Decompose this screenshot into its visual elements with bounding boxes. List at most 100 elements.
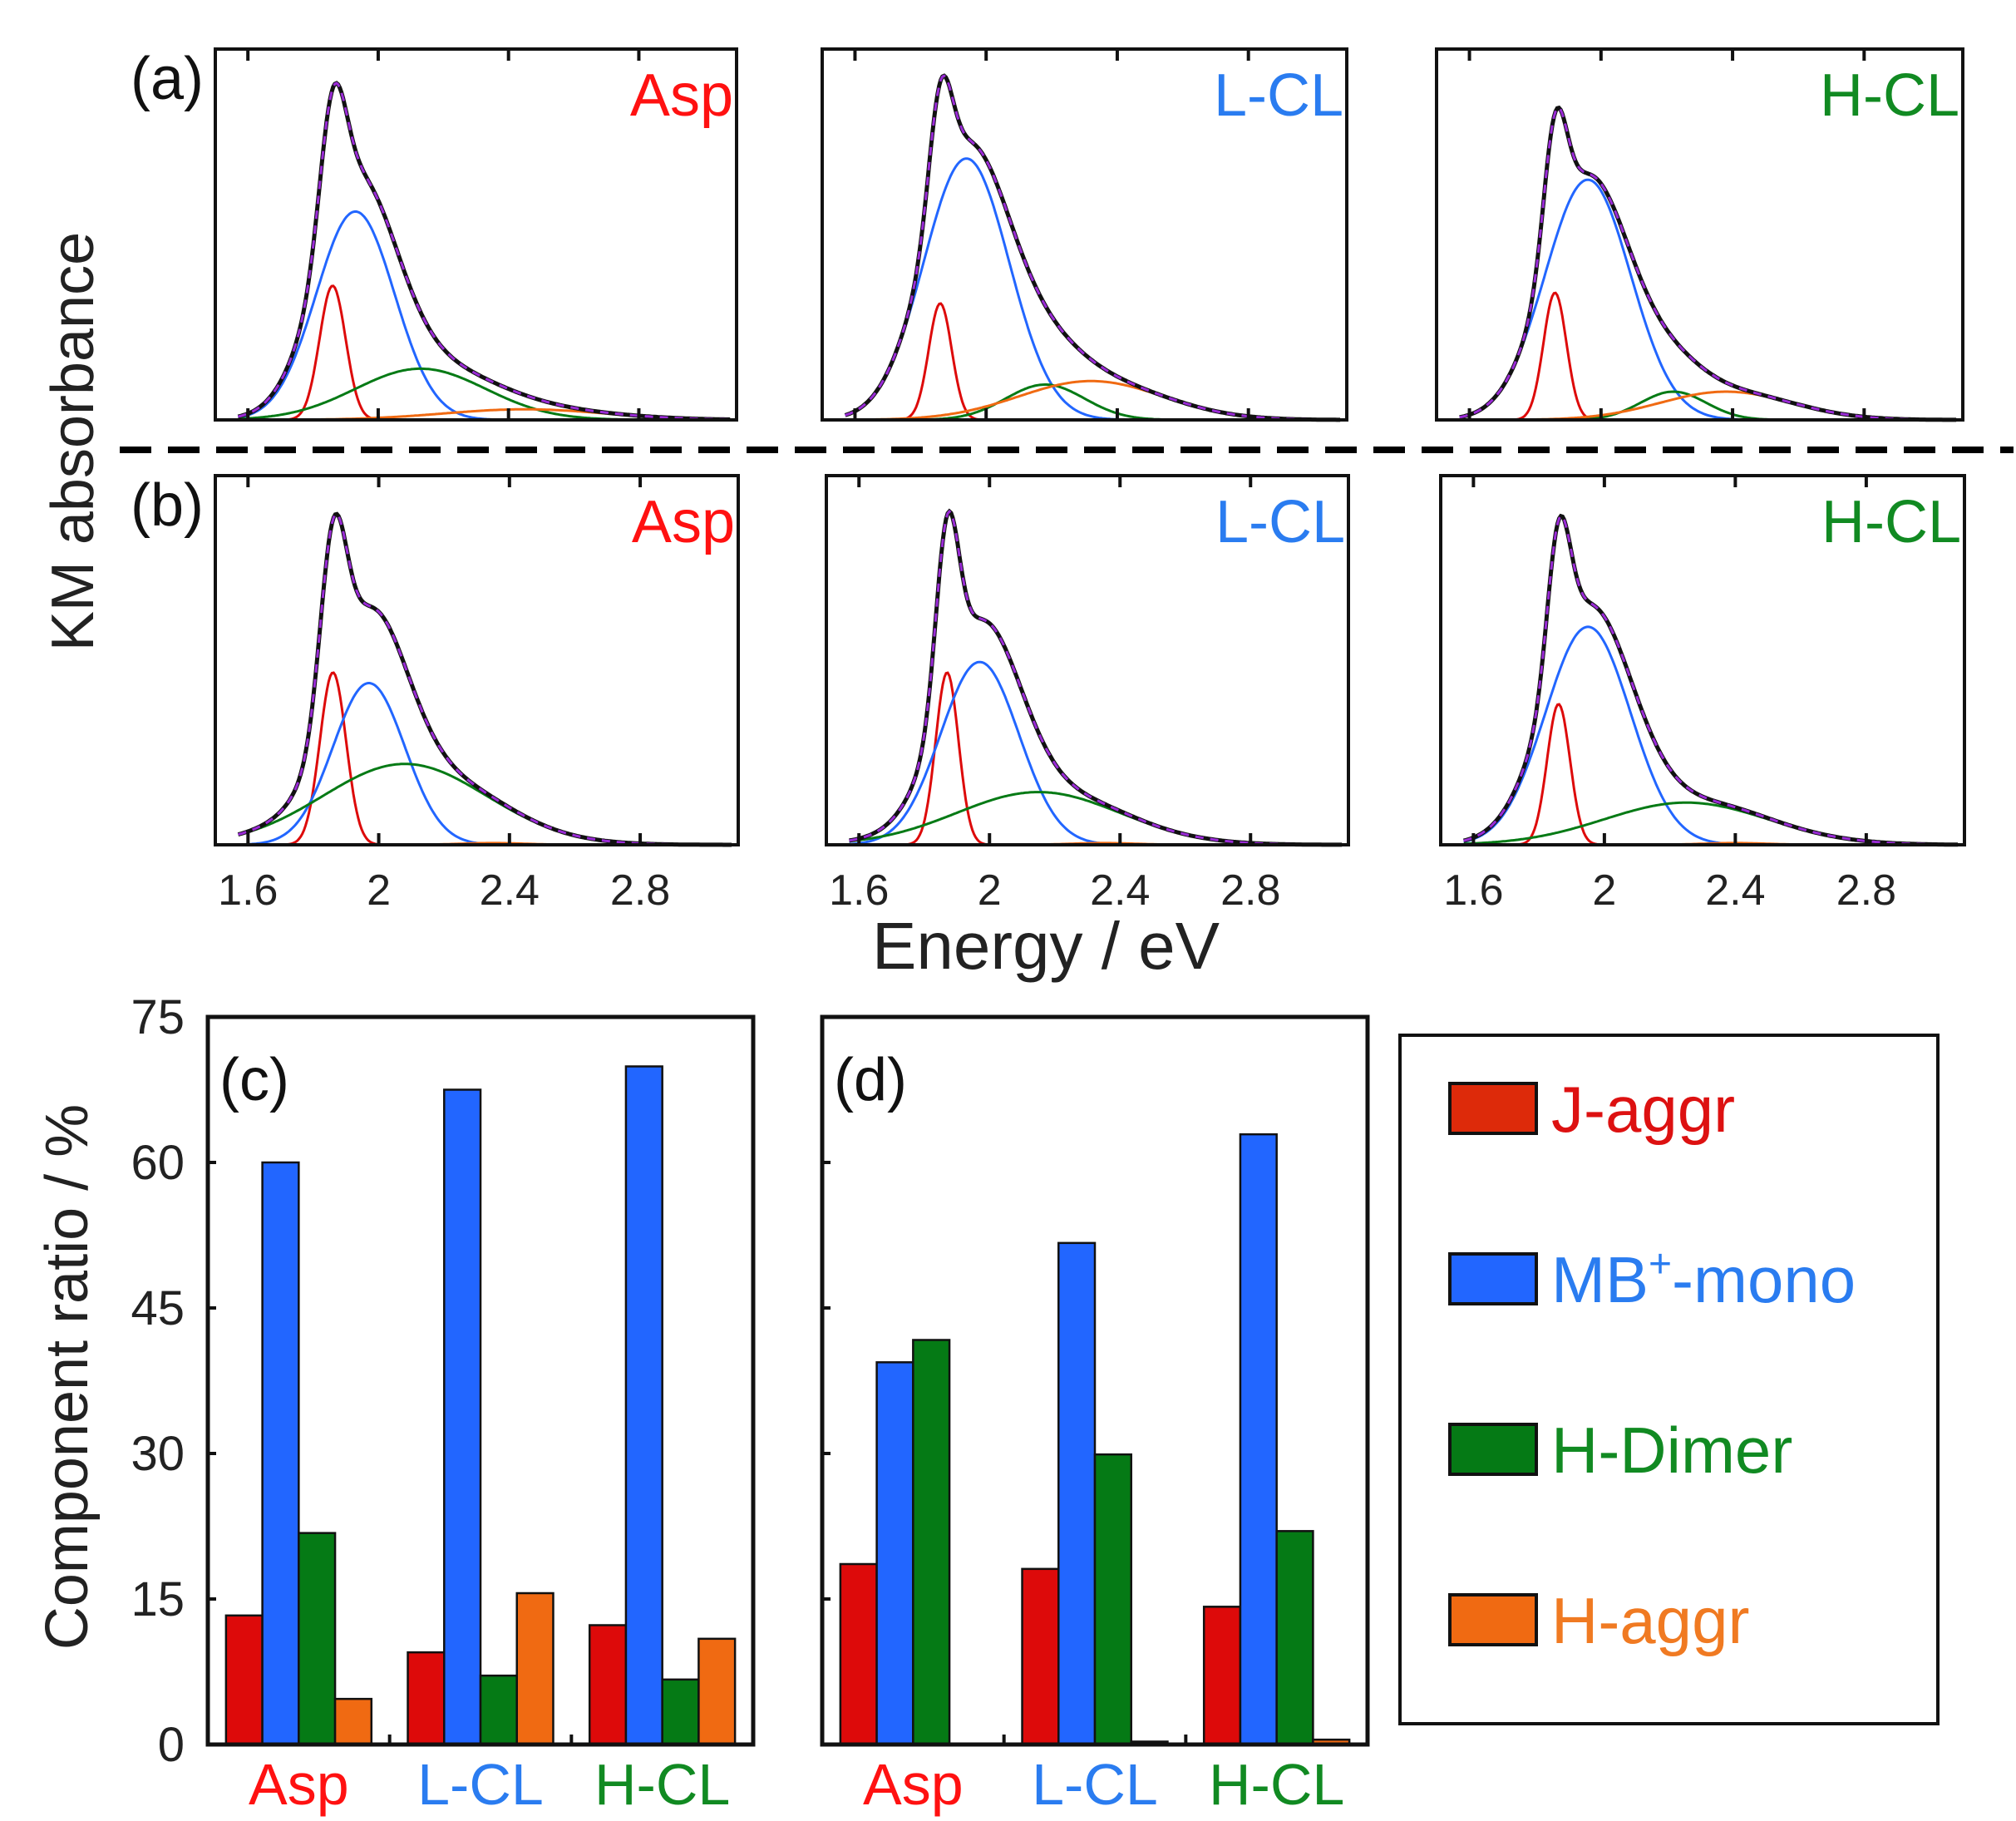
y-tick-label: 15 [131,1572,185,1626]
spectrum-component-jaggr [849,671,1343,846]
y-tick-label: 75 [131,990,185,1044]
spectrum-component-hdimer [1463,801,1959,846]
sample-label: H-CL [1821,489,1961,555]
bar-jaggr-l-cl [1021,1567,1060,1746]
spectrum-component-hdimer [238,762,732,846]
legend-swatch [1448,1252,1538,1305]
km-absorbance-label: KM absorbance [40,232,106,651]
bar-mbmono-asp [875,1361,914,1746]
bar-haggr-l-cl [515,1592,555,1746]
legend-label: J-aggr [1551,1073,1735,1146]
spectra-panels: Asp (a) L-CL H-CL 1.6 2 2.4 2.8 Asp (b) 1.6 2 2.4 2.8… [120,46,2014,915]
spectrum-component-jaggr [1463,703,1959,846]
y-tick-label: 30 [131,1427,185,1481]
spectrum-total [849,508,1343,847]
sample-label: H-CL [1820,62,1959,129]
panel-label: (a) [131,46,204,112]
spectrum-frame [1435,47,1964,422]
bar-mbmono-l-cl [1057,1241,1097,1746]
panel-label: (c) [219,1047,289,1113]
bar-chart-d: Asp L-CL H-CL (d) [820,1014,1370,1817]
spectrum-fit [1463,514,1959,846]
sample-label: L-CL [1215,489,1345,555]
spectrum-total [1462,513,1959,847]
bar-hdimer-l-cl [479,1674,518,1746]
spectrum-fit [845,74,1341,422]
energy-axis-label: Energy / eV [872,909,1220,983]
x-tick-label: 2 [978,866,1002,915]
bar-jaggr-asp [839,1562,878,1746]
x-tick-label: 2 [1592,866,1616,915]
spectrum-frame [214,47,738,422]
legend-label-text: H-Dimer [1551,1414,1792,1487]
legend-swatch [1448,1082,1538,1135]
bar-chart-c: Asp L-CL H-CL 0 15 30 45 60 75 (c) [131,990,756,1817]
x-tick-label: 2 [367,866,391,915]
legend-label-text: J-aggr [1551,1073,1735,1146]
x-tick-label: 1.6 [1443,866,1503,915]
bar-mbmono-h-cl [624,1065,663,1746]
legend-frame [1398,1034,1940,1725]
legend-swatch [1448,1423,1538,1476]
x-tick-label: 2.4 [1705,866,1765,915]
legend-label-text: MB [1551,1243,1649,1316]
y-tick-label: 60 [131,1136,185,1190]
legend-swatch [1448,1593,1538,1646]
bar-hdimer-h-cl [1275,1530,1314,1746]
bar-haggr-h-cl [697,1637,737,1746]
spectrum-frame [825,474,1350,846]
bar-jaggr-h-cl [588,1624,628,1746]
bar-jaggr-h-cl [1202,1606,1242,1746]
x-tick-label: 1.6 [218,866,278,915]
x-tick-label: 2.8 [1836,866,1896,915]
spectrum-component-mbmono [1459,178,1957,422]
x-tick-label: 2.4 [480,866,540,915]
legend-label: H-aggr [1551,1584,1749,1657]
sample-label: L-CL [1214,62,1343,129]
spectrum-component-hdimer [845,383,1341,422]
bar-panels: Asp L-CL H-CL 0 15 30 45 60 75 (c) Asp L-CL H-CL (d) [131,990,1370,1817]
spectrum-panel: H-CL [1435,47,1964,422]
legend: J-aggr MB+-mono H-Dimer H-aggr [1398,1034,1940,1725]
bar-hdimer-h-cl [661,1678,700,1746]
legend-label: H-Dimer [1551,1414,1792,1487]
panel-label: (b) [131,472,204,539]
x-tick-label: 2.8 [610,866,670,915]
legend-label-text: H-aggr [1551,1584,1749,1657]
category-label: H-CL [594,1752,730,1817]
category-label: Asp [863,1752,964,1817]
legend-item: H-Dimer [1448,1414,1792,1487]
spectrum-fit [1459,106,1957,422]
spectrum-frame [821,47,1348,422]
x-tick-label: 2.8 [1220,866,1280,915]
sample-label: Asp [632,489,735,555]
spectrum-panel: Asp (a) [131,46,738,422]
legend-label: MB+-mono [1551,1242,1856,1316]
category-label: H-CL [1209,1752,1344,1817]
spectrum-fit [238,81,731,421]
bar-mbmono-l-cl [443,1088,482,1746]
bar-hdimer-l-cl [1093,1453,1132,1746]
bar-haggr-asp [333,1697,373,1746]
component-ratio-label: Component ratio / % [34,1104,101,1650]
bar-jaggr-asp [224,1614,264,1746]
spectrum-frame [214,474,740,846]
y-tick-label: 0 [158,1718,185,1772]
spectrum-total [237,81,731,422]
spectrum-panel: 1.6 2 2.4 2.8 Asp (b) [131,472,740,915]
legend-item: H-aggr [1448,1584,1749,1657]
spectrum-panel: 1.6 2 2.4 2.8 H-CL [1439,474,1966,915]
legend-label-superscript: + [1649,1242,1672,1286]
bar-mbmono-asp [261,1161,300,1746]
bar-frame [820,1014,1370,1747]
category-label: L-CL [417,1752,544,1817]
spectrum-frame [1439,474,1966,846]
bar-mbmono-h-cl [1239,1133,1278,1746]
legend-label-rest: -mono [1672,1243,1856,1316]
x-tick-label: 1.6 [829,866,889,915]
bar-hdimer-asp [298,1532,337,1746]
spectrum-fit [849,509,1343,846]
bar-jaggr-l-cl [407,1651,446,1746]
spectrum-panel: L-CL [821,47,1348,422]
